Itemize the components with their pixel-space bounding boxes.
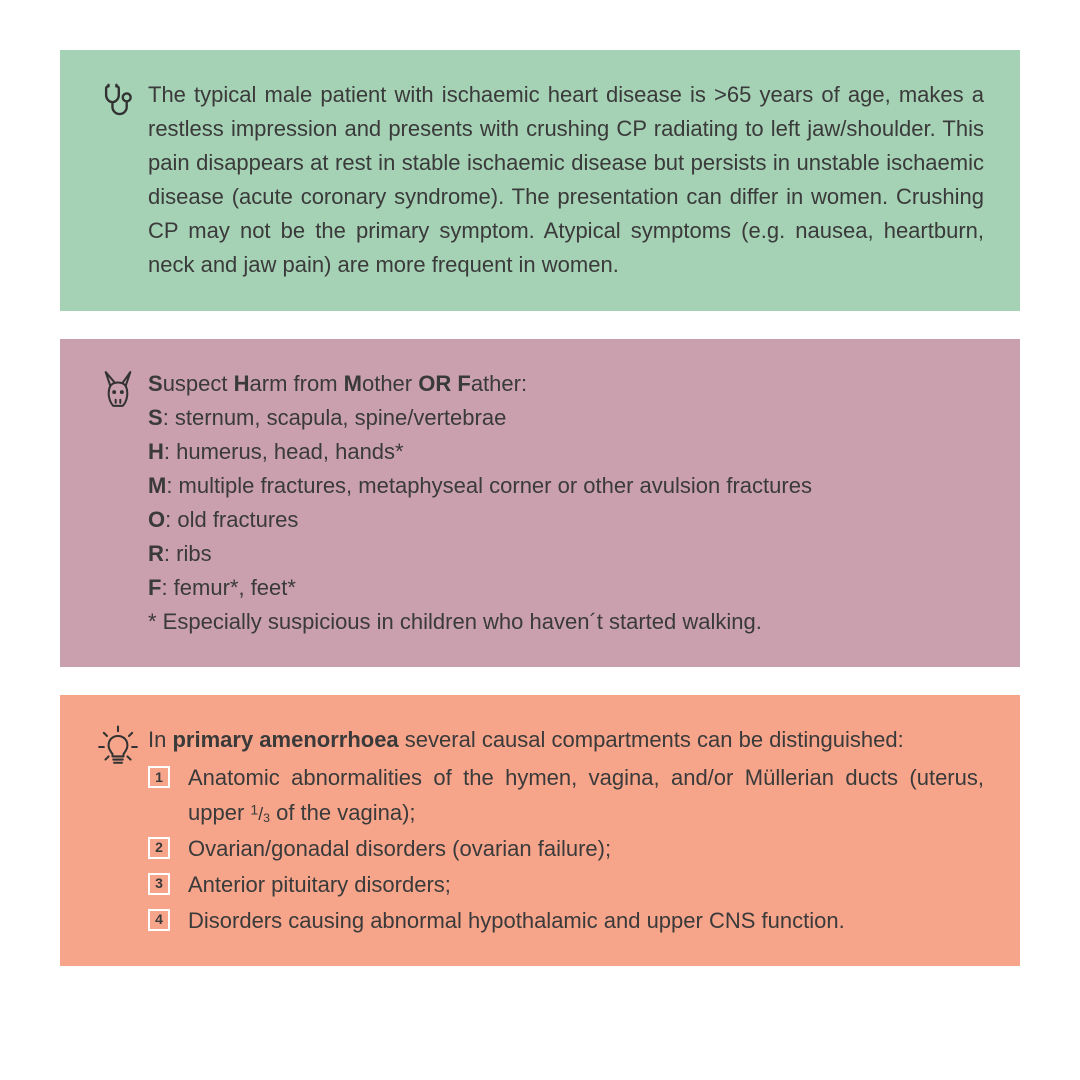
stethoscope-icon [99, 80, 137, 128]
fraction: 1/3 [250, 804, 270, 824]
number-badge: 2 [148, 837, 170, 859]
compartment-item: 3Anterior pituitary disorders; [148, 868, 984, 902]
intro-pre: In [148, 727, 172, 752]
icon-column [88, 367, 148, 419]
mnemonic-line: H: humerus, head, hands* [148, 435, 984, 469]
number-badge: 3 [148, 873, 170, 895]
icon-column [88, 78, 148, 128]
mnemonic-footnote: * Especially suspicious in children who … [148, 605, 984, 639]
mnemonic-line: R: ribs [148, 537, 984, 571]
compartment-item: 1Anatomic abnormalities of the hymen, va… [148, 761, 984, 829]
panel3-intro: In primary amenorrhoea several causal co… [148, 723, 984, 757]
mnemonic-line: F: femur*, feet* [148, 571, 984, 605]
donkey-icon [99, 369, 137, 419]
mnemonic-line: S: sternum, scapula, spine/vertebrae [148, 401, 984, 435]
mnemonic-line: M: multiple fractures, metaphyseal corne… [148, 469, 984, 503]
lightbulb-icon [96, 725, 140, 779]
panel-tip: In primary amenorrhoea several causal co… [60, 695, 1020, 966]
intro-bold: primary amenorrhoea [172, 727, 398, 752]
mnemonic-line: O: old fractures [148, 503, 984, 537]
panel3-body: In primary amenorrhoea several causal co… [148, 723, 984, 938]
panel1-text: The typical male patient with ischaemic … [148, 78, 984, 283]
number-badge: 1 [148, 766, 170, 788]
number-badge: 4 [148, 909, 170, 931]
mnemonic-heading: Suspect Harm from Mother OR Father: [148, 367, 984, 401]
panel-mnemonic: Suspect Harm from Mother OR Father: S: s… [60, 339, 1020, 668]
compartment-item: 4Disorders causing abnormal hypothalamic… [148, 904, 984, 938]
panel-clinical-note: The typical male patient with ischaemic … [60, 50, 1020, 311]
compartments-list: 1Anatomic abnormalities of the hymen, va… [148, 761, 984, 937]
icon-column [88, 723, 148, 779]
panel2-body: Suspect Harm from Mother OR Father: S: s… [148, 367, 984, 640]
compartment-item: 2Ovarian/gonadal disorders (ovarian fail… [148, 832, 984, 866]
intro-post: several causal compartments can be dis­t… [399, 727, 904, 752]
